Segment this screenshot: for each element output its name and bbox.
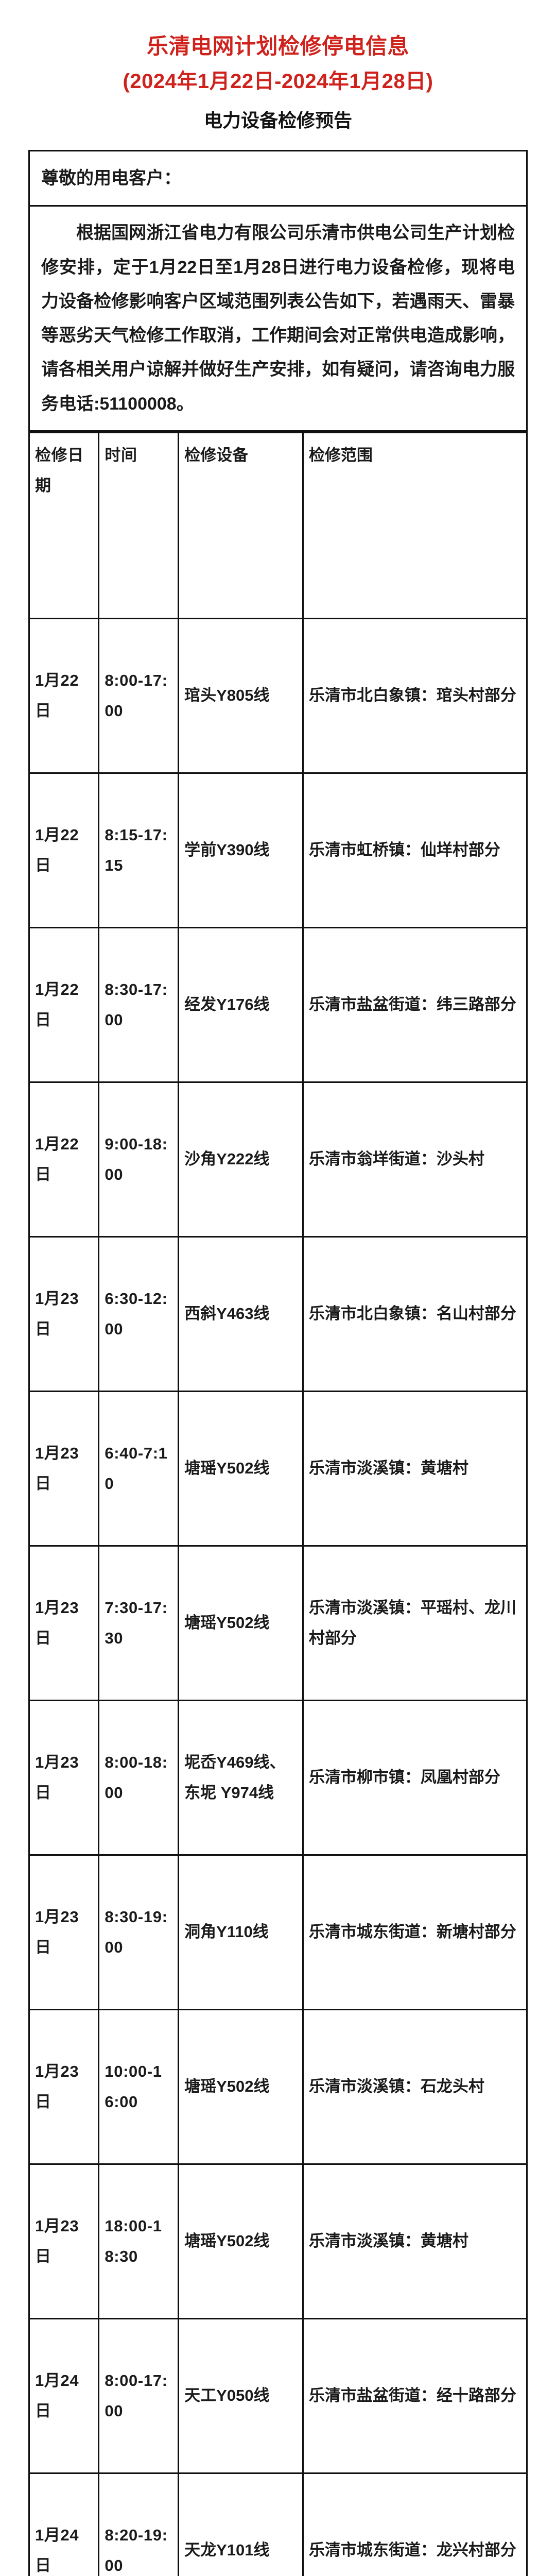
cell-outage-date: 1月23日 <box>28 2009 100 2165</box>
cell-outage-date: 1月22日 <box>28 618 100 774</box>
cell-outage-scope: 乐清市淡溪镇：平瑶村、龙川村部分 <box>302 1545 528 1702</box>
cell-outage-scope: 乐清市城东街道：龙兴村部分 <box>302 2472 528 2576</box>
intro-block: 尊敬的用电客户： 根据国网浙江省电力有限公司乐清市供电公司生产计划检修安排，定于… <box>28 150 528 432</box>
cell-outage-date: 1月23日 <box>28 2163 100 2320</box>
cell-outage-equipment: 学前Y390线 <box>178 772 304 929</box>
table-row: 1月22日 8:30-17:00 经发Y176线 乐清市盐盆街道：纬三路部分 <box>28 927 528 1083</box>
cell-outage-time: 8:30-17:00 <box>98 927 180 1083</box>
cell-outage-time: 8:15-17:15 <box>98 772 180 929</box>
cell-outage-date: 1月23日 <box>28 1236 100 1393</box>
cell-outage-time: 6:30-12:00 <box>98 1236 180 1393</box>
table-row: 1月23日 10:00-16:00 塘瑶Y502线 乐清市淡溪镇：石龙头村 <box>28 2009 528 2165</box>
cell-outage-time: 7:30-17:30 <box>98 1545 180 1702</box>
cell-outage-equipment: 塘瑶Y502线 <box>178 2009 304 2165</box>
cell-outage-time: 8:30-19:00 <box>98 1854 180 2011</box>
table-row: 1月24日 8:20-19:00 天龙Y101线 乐清市城东街道：龙兴村部分 <box>28 2472 528 2576</box>
table-header: 检修日期 时间 检修设备 检修范围 <box>28 432 528 620</box>
cell-outage-date: 1月22日 <box>28 927 100 1083</box>
outage-schedule-table: 检修日期 时间 检修设备 检修范围 1月22日 8:00-17:00 琯头Y805线… <box>28 432 528 2576</box>
cell-outage-equipment: 沙角Y222线 <box>178 1081 304 1238</box>
cell-outage-equipment: 洞角Y110线 <box>178 1854 304 2011</box>
cell-outage-scope: 乐清市柳市镇：凤凰村部分 <box>302 1700 528 1856</box>
table-row: 1月23日 6:40-7:10 塘瑶Y502线 乐清市淡溪镇：黄塘村 <box>28 1391 528 1547</box>
cell-outage-scope: 乐清市盐盆街道：纬三路部分 <box>302 927 528 1083</box>
table-row: 1月23日 8:30-19:00 洞角Y110线 乐清市城东街道：新塘村部分 <box>28 1854 528 2011</box>
cell-outage-scope: 乐清市淡溪镇：黄塘村 <box>302 1391 528 1547</box>
cell-outage-time: 8:00-17:00 <box>98 2318 180 2475</box>
cell-outage-scope: 乐清市虹桥镇：仙垟村部分 <box>302 772 528 929</box>
table-row: 1月23日 7:30-17:30 塘瑶Y502线 乐清市淡溪镇：平瑶村、龙川村部分 <box>28 1545 528 1702</box>
cell-outage-equipment: 天龙Y101线 <box>178 2472 304 2576</box>
page-subtitle: 电力设备检修预告 <box>203 109 352 131</box>
table-row: 1月22日 9:00-18:00 沙角Y222线 乐清市翁垟街道：沙头村 <box>28 1081 528 1238</box>
cell-outage-time: 8:00-18:00 <box>98 1700 180 1856</box>
cell-outage-time: 18:00-18:30 <box>98 2163 180 2320</box>
column-header-date: 检修日期 <box>28 432 100 620</box>
table-row: 1月23日 6:30-12:00 西斜Y463线 乐清市北白象镇：名山村部分 <box>28 1236 528 1393</box>
cell-outage-date: 1月23日 <box>28 1545 100 1702</box>
cell-outage-time: 6:40-7:10 <box>98 1391 180 1547</box>
page-title: 乐清电网计划检修停电信息 <box>146 34 409 58</box>
cell-outage-equipment: 塘瑶Y502线 <box>178 1545 304 1702</box>
cell-outage-equipment: 塘瑶Y502线 <box>178 1391 304 1547</box>
cell-outage-scope: 乐清市淡溪镇：石龙头村 <box>302 2009 528 2165</box>
column-header-time: 时间 <box>98 432 180 620</box>
header-row: 检修日期 时间 检修设备 检修范围 <box>28 432 528 620</box>
cell-outage-date: 1月23日 <box>28 1854 100 2011</box>
cell-outage-date: 1月23日 <box>28 1700 100 1856</box>
notice-header: 乐清电网计划检修停电信息 (2024年1月22日-2024年1月28日) <box>0 0 556 96</box>
title-date-range: (2024年1月22日-2024年1月28日) <box>123 70 433 93</box>
cell-outage-date: 1月24日 <box>28 2472 100 2576</box>
cell-outage-scope: 乐清市翁垟街道：沙头村 <box>302 1081 528 1238</box>
table-row: 1月24日 8:00-17:00 天工Y050线 乐清市盐盆街道：经十路部分 <box>28 2318 528 2475</box>
cell-outage-time: 8:00-17:00 <box>98 618 180 774</box>
cell-outage-scope: 乐清市北白象镇：名山村部分 <box>302 1236 528 1393</box>
column-header-scope: 检修范围 <box>302 432 528 620</box>
cell-outage-equipment: 经发Y176线 <box>178 927 304 1083</box>
cell-outage-equipment: 塘瑶Y502线 <box>178 2163 304 2320</box>
cell-outage-equipment: 西斜Y463线 <box>178 1236 304 1393</box>
cell-outage-time: 10:00-16:00 <box>98 2009 180 2165</box>
cell-outage-date: 1月22日 <box>28 1081 100 1238</box>
cell-outage-date: 1月23日 <box>28 1391 100 1547</box>
table-row: 1月23日 8:00-18:00 坭岙Y469线、东坭 Y974线 乐清市柳市镇：凤凰… <box>28 1700 528 1856</box>
table-row: 1月22日 8:00-17:00 琯头Y805线 乐清市北白象镇：琯头村部分 <box>28 618 528 774</box>
column-header-equipment: 检修设备 <box>178 432 304 620</box>
cell-outage-date: 1月24日 <box>28 2318 100 2475</box>
cell-outage-equipment: 坭岙Y469线、东坭 Y974线 <box>178 1700 304 1856</box>
intro-body-text: 根据国网浙江省电力有限公司乐清市供电公司生产计划检修安排，定于1月22日至1月2… <box>28 205 528 432</box>
cell-outage-equipment: 琯头Y805线 <box>178 618 304 774</box>
cell-outage-scope: 乐清市城东街道：新塘村部分 <box>302 1854 528 2011</box>
salutation-text: 尊敬的用电客户： <box>28 150 528 207</box>
cell-outage-equipment: 天工Y050线 <box>178 2318 304 2475</box>
cell-outage-scope: 乐清市北白象镇：琯头村部分 <box>302 618 528 774</box>
table-body: 1月22日 8:00-17:00 琯头Y805线 乐清市北白象镇：琯头村部分 1月22日… <box>28 618 528 2576</box>
cell-outage-date: 1月22日 <box>28 772 100 929</box>
table-row: 1月23日 18:00-18:30 塘瑶Y502线 乐清市淡溪镇：黄塘村 <box>28 2163 528 2320</box>
cell-outage-time: 8:20-19:00 <box>98 2472 180 2576</box>
cell-outage-time: 9:00-18:00 <box>98 1081 180 1238</box>
cell-outage-scope: 乐清市盐盆街道：经十路部分 <box>302 2318 528 2475</box>
cell-outage-scope: 乐清市淡溪镇：黄塘村 <box>302 2163 528 2320</box>
intro-body-row: 根据国网浙江省电力有限公司乐清市供电公司生产计划检修安排，定于1月22日至1月2… <box>28 205 528 432</box>
table-row: 1月22日 8:15-17:15 学前Y390线 乐清市虹桥镇：仙垟村部分 <box>28 772 528 929</box>
salutation-row: 尊敬的用电客户： <box>28 150 528 207</box>
